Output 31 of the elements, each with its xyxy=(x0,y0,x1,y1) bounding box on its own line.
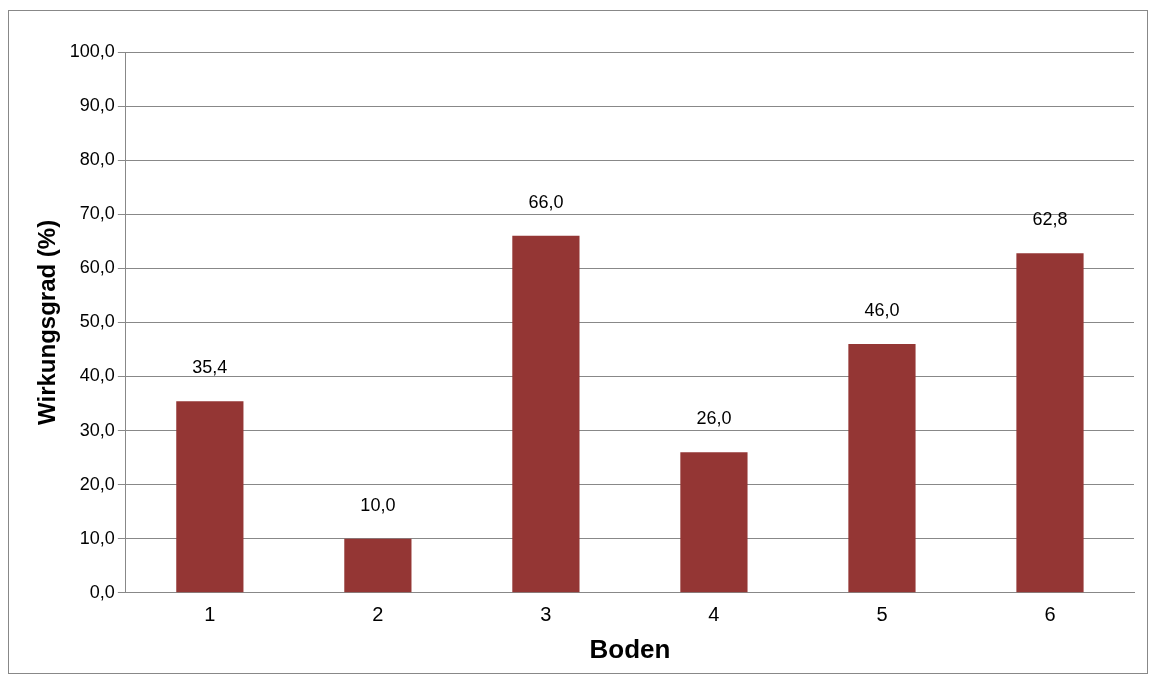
bar xyxy=(176,401,244,593)
bar xyxy=(1016,253,1084,593)
x-tick-label: 5 xyxy=(876,603,888,626)
y-tick-label: 90,0 xyxy=(79,95,115,116)
y-tick-label: 60,0 xyxy=(79,257,115,278)
data-label: 46,0 xyxy=(864,300,900,320)
data-label: 26,0 xyxy=(696,408,732,429)
x-tick-label: 3 xyxy=(540,603,552,626)
data-label: 35,4 xyxy=(192,357,228,378)
y-tick-label: 0,0 xyxy=(89,581,115,602)
y-tick-label: 100,0 xyxy=(69,40,115,61)
y-tick-label: 10,0 xyxy=(79,527,115,548)
y-tick-label: 50,0 xyxy=(79,311,115,332)
y-tick-label: 70,0 xyxy=(79,203,115,224)
x-tick-label: 2 xyxy=(372,603,384,626)
y-tick-label: 30,0 xyxy=(79,419,115,440)
x-tick-label: 4 xyxy=(708,603,720,626)
x-tick-label: 6 xyxy=(1044,603,1056,626)
bar xyxy=(344,538,412,593)
y-axis-title: Wirkungsgrad (%) xyxy=(33,219,61,425)
data-label: 62,8 xyxy=(1032,209,1068,230)
data-label: 10,0 xyxy=(360,494,396,515)
bar xyxy=(512,235,580,593)
bar xyxy=(680,452,748,593)
x-tick-label: 1 xyxy=(204,603,216,626)
x-axis-title: Boden xyxy=(589,633,671,664)
y-tick-label: 40,0 xyxy=(79,365,115,386)
y-tick-label: 80,0 xyxy=(79,149,115,170)
y-tick-label: 20,0 xyxy=(79,473,115,494)
bar xyxy=(848,344,916,593)
data-label: 66,0 xyxy=(528,191,564,212)
